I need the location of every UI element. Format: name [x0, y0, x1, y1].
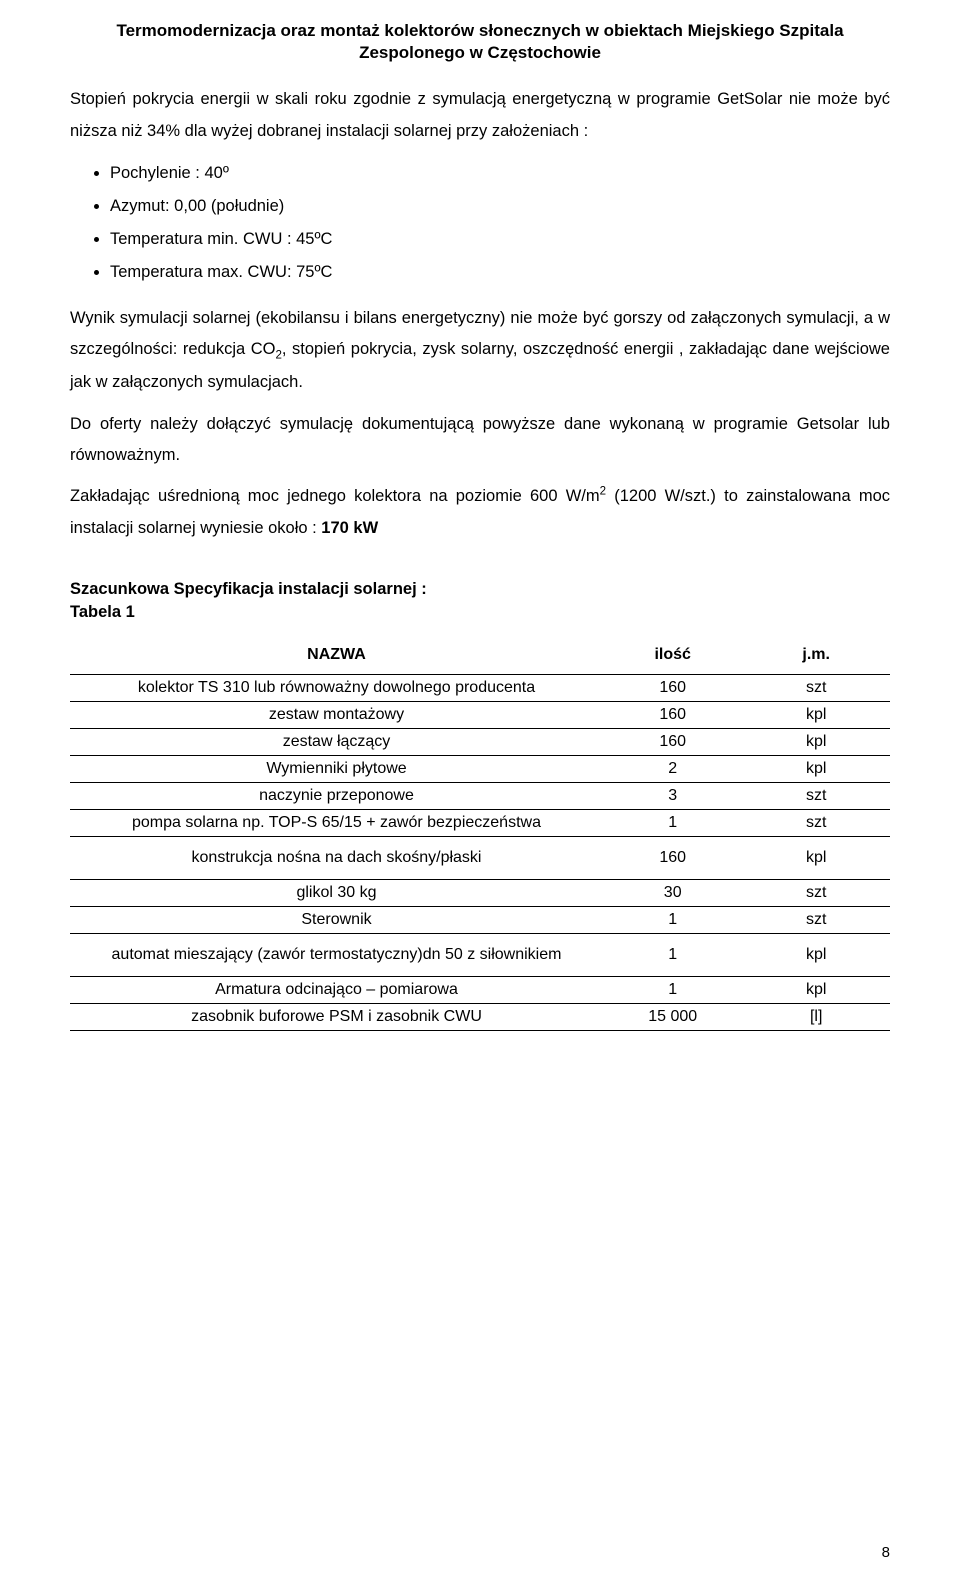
cell-name: kolektor TS 310 lub równoważny dowolnego…	[70, 675, 603, 702]
cell-qty: 1	[603, 977, 742, 1004]
cell-name: pompa solarna np. TOP-S 65/15 + zawór be…	[70, 810, 603, 837]
table-row: glikol 30 kg30szt	[70, 880, 890, 907]
bullet-item: Temperatura min. CWU : 45ºC	[110, 223, 890, 256]
table-row: zasobnik buforowe PSM i zasobnik CWU15 0…	[70, 1004, 890, 1031]
paragraph-offer: Do oferty należy dołączyć symulację doku…	[70, 409, 890, 472]
table-row: Wymienniki płytowe2kpl	[70, 756, 890, 783]
col-header-unit: j.m.	[742, 636, 890, 675]
table-row: kolektor TS 310 lub równoważny dowolnego…	[70, 675, 890, 702]
cell-unit: kpl	[742, 837, 890, 880]
cell-qty: 160	[603, 675, 742, 702]
cell-unit: szt	[742, 783, 890, 810]
cell-qty: 1	[603, 934, 742, 977]
cell-name: zestaw montażowy	[70, 702, 603, 729]
bullet-item: Temperatura max. CWU: 75ºC	[110, 256, 890, 289]
cell-name: glikol 30 kg	[70, 880, 603, 907]
spec-table: NAZWA ilość j.m. kolektor TS 310 lub rów…	[70, 636, 890, 1031]
table-row: zestaw łączący160kpl	[70, 729, 890, 756]
cell-unit: szt	[742, 810, 890, 837]
cell-name: naczynie przeponowe	[70, 783, 603, 810]
document-page: Termomodernizacja oraz montaż kolektorów…	[0, 0, 960, 1587]
cell-qty: 160	[603, 729, 742, 756]
cell-qty: 160	[603, 702, 742, 729]
title-line-1: Termomodernizacja oraz montaż kolektorów…	[116, 21, 843, 40]
section-heading: Szacunkowa Specyfikacja instalacji solar…	[70, 580, 890, 599]
text-fragment: Zakładając uśrednioną moc jednego kolekt…	[70, 487, 600, 505]
table-row: zestaw montażowy160kpl	[70, 702, 890, 729]
cell-name: automat mieszający (zawór termostatyczny…	[70, 934, 603, 977]
assumptions-list: Pochylenie : 40º Azymut: 0,00 (południe)…	[70, 157, 890, 289]
cell-qty: 1	[603, 907, 742, 934]
cell-unit: szt	[742, 880, 890, 907]
table-label: Tabela 1	[70, 603, 890, 622]
page-number: 8	[882, 1544, 890, 1561]
table-row: pompa solarna np. TOP-S 65/15 + zawór be…	[70, 810, 890, 837]
paragraph-simulation: Wynik symulacji solarnej (ekobilansu i b…	[70, 303, 890, 399]
cell-name: zasobnik buforowe PSM i zasobnik CWU	[70, 1004, 603, 1031]
table-row: automat mieszający (zawór termostatyczny…	[70, 934, 890, 977]
spec-table-body: kolektor TS 310 lub równoważny dowolnego…	[70, 675, 890, 1031]
cell-qty: 2	[603, 756, 742, 783]
table-row: naczynie przeponowe3szt	[70, 783, 890, 810]
table-header-row: NAZWA ilość j.m.	[70, 636, 890, 675]
cell-unit: szt	[742, 907, 890, 934]
cell-unit: [l]	[742, 1004, 890, 1031]
cell-qty: 15 000	[603, 1004, 742, 1031]
cell-name: Wymienniki płytowe	[70, 756, 603, 783]
table-row: Armatura odcinająco – pomiarowa1kpl	[70, 977, 890, 1004]
col-header-qty: ilość	[603, 636, 742, 675]
page-title: Termomodernizacja oraz montaż kolektorów…	[70, 20, 890, 64]
cell-unit: kpl	[742, 702, 890, 729]
cell-unit: kpl	[742, 977, 890, 1004]
title-line-2: Zespolonego w Częstochowie	[359, 43, 601, 62]
cell-name: konstrukcja nośna na dach skośny/płaski	[70, 837, 603, 880]
table-row: konstrukcja nośna na dach skośny/płaski1…	[70, 837, 890, 880]
cell-unit: kpl	[742, 934, 890, 977]
cell-qty: 3	[603, 783, 742, 810]
cell-name: Armatura odcinająco – pomiarowa	[70, 977, 603, 1004]
cell-name: zestaw łączący	[70, 729, 603, 756]
cell-unit: szt	[742, 675, 890, 702]
cell-unit: kpl	[742, 756, 890, 783]
cell-name: Sterownik	[70, 907, 603, 934]
cell-unit: kpl	[742, 729, 890, 756]
paragraph-power: Zakładając uśrednioną moc jednego kolekt…	[70, 481, 890, 544]
cell-qty: 1	[603, 810, 742, 837]
bullet-item: Azymut: 0,00 (południe)	[110, 190, 890, 223]
power-value: 170 kW	[321, 519, 378, 537]
col-header-name: NAZWA	[70, 636, 603, 675]
cell-qty: 30	[603, 880, 742, 907]
paragraph-intro: Stopień pokrycia energii w skali roku zg…	[70, 84, 890, 147]
cell-qty: 160	[603, 837, 742, 880]
text-fragment: (1200 W/szt.)	[606, 487, 716, 505]
bullet-item: Pochylenie : 40º	[110, 157, 890, 190]
table-row: Sterownik1szt	[70, 907, 890, 934]
